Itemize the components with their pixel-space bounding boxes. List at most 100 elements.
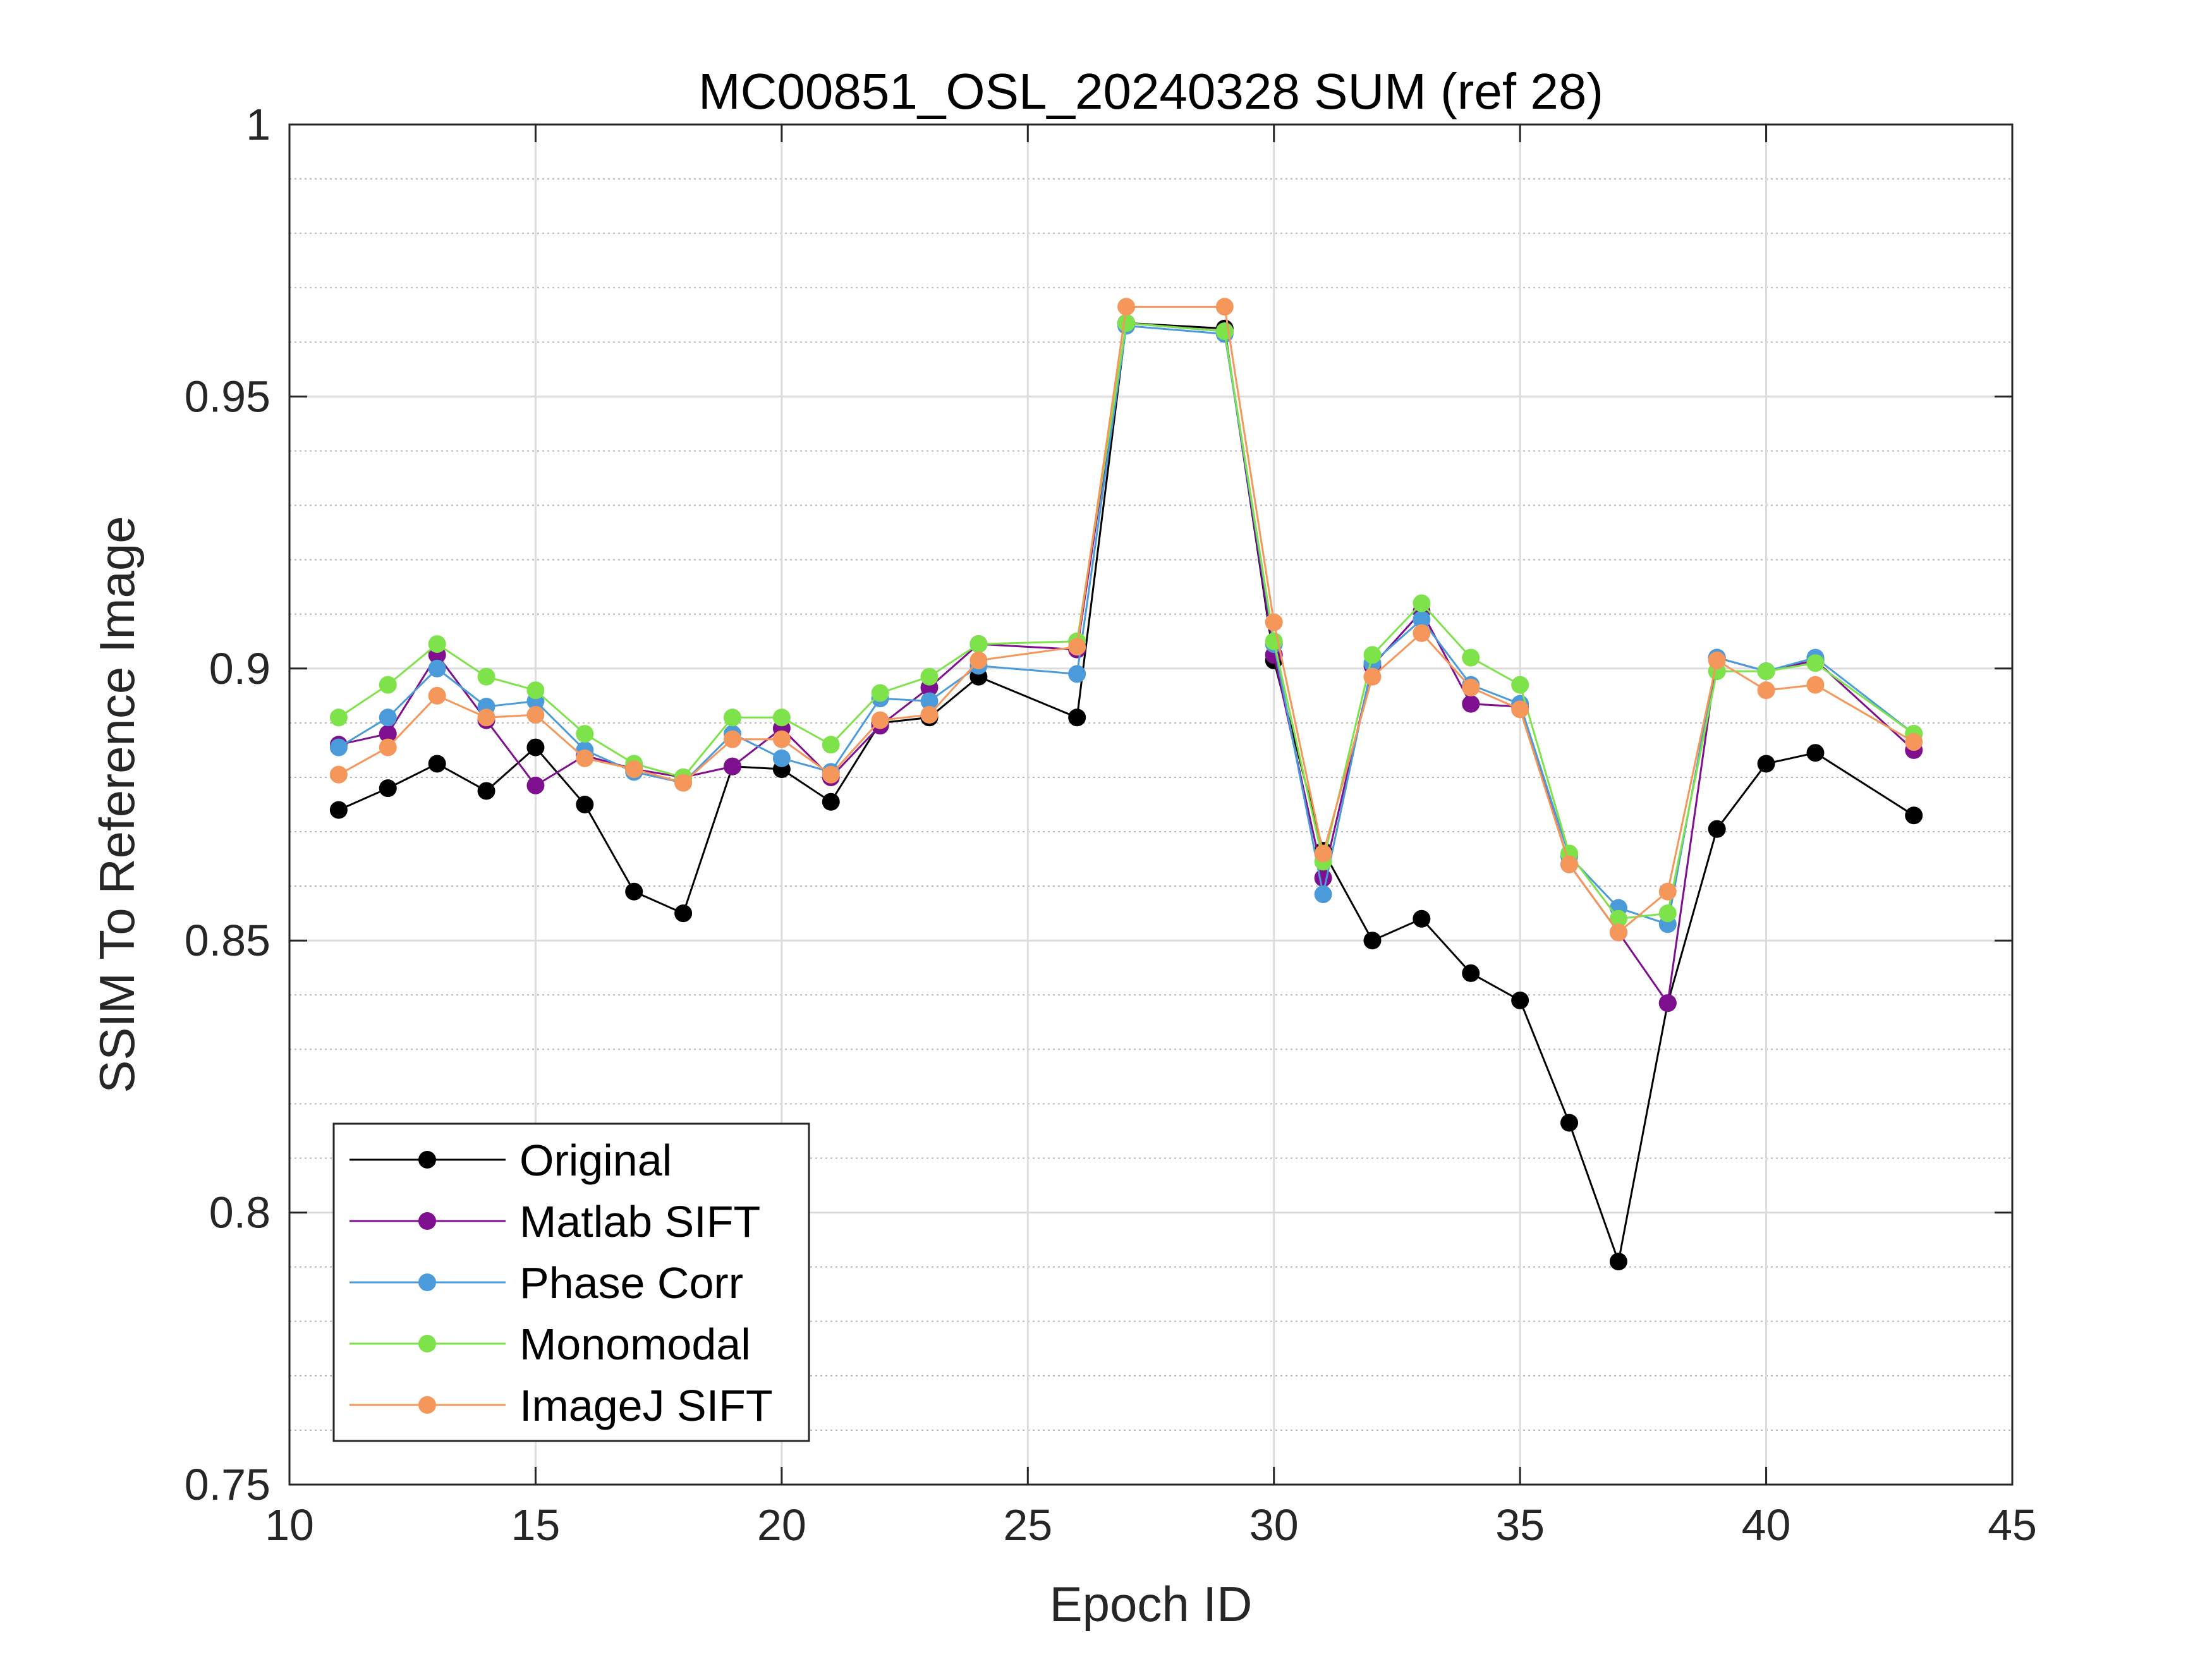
y-tick-label: 0.95 <box>185 372 270 421</box>
data-point <box>1314 885 1332 904</box>
legend-item: Monomodal <box>349 1320 751 1369</box>
data-point <box>1068 638 1086 656</box>
data-point <box>674 904 693 923</box>
legend-label: ImageJ SIFT <box>520 1381 773 1430</box>
tick-labels: 10 15 20 25 30 35 40 45 0.75 0.8 0.85 0.9 0.95 1 <box>185 100 2037 1550</box>
data-point <box>1068 708 1086 727</box>
data-point <box>526 738 545 757</box>
legend-swatch-marker <box>418 1151 436 1169</box>
data-point <box>920 705 939 724</box>
x-tick-label: 45 <box>1988 1500 2037 1550</box>
data-point <box>477 782 495 800</box>
y-tick-label: 0.75 <box>185 1460 270 1509</box>
data-point <box>379 738 397 757</box>
data-point <box>1806 676 1825 694</box>
data-point <box>1462 695 1480 713</box>
legend-swatch-marker <box>418 1212 436 1230</box>
data-point <box>1265 613 1283 631</box>
data-point <box>723 730 741 748</box>
data-point <box>477 667 495 686</box>
series-layer <box>329 298 1923 1271</box>
data-point <box>1068 665 1086 683</box>
x-tick-label: 30 <box>1249 1500 1299 1550</box>
data-point <box>1511 991 1529 1009</box>
data-point <box>1462 648 1480 667</box>
data-point <box>1314 869 1332 887</box>
data-point <box>329 801 348 819</box>
data-point <box>379 725 397 743</box>
data-point <box>1117 314 1136 332</box>
data-point <box>1609 1253 1627 1271</box>
x-tick-label: 10 <box>265 1500 314 1550</box>
data-point <box>1658 882 1677 901</box>
data-point <box>723 708 741 727</box>
x-tick-label: 15 <box>511 1500 560 1550</box>
data-point <box>526 705 545 724</box>
data-point <box>969 651 988 669</box>
data-point <box>1413 624 1431 642</box>
legend-label: Original <box>520 1136 672 1185</box>
x-axis-title: Epoch ID <box>1050 1576 1253 1632</box>
data-point <box>723 757 741 775</box>
x-tick-label: 20 <box>757 1500 806 1550</box>
data-point <box>1363 932 1382 950</box>
data-point <box>822 736 840 754</box>
data-point <box>1413 611 1431 629</box>
data-point <box>1757 755 1775 773</box>
data-point <box>871 684 889 702</box>
data-point <box>379 708 397 727</box>
data-point <box>1806 654 1825 672</box>
series-line <box>338 322 1915 1265</box>
data-point <box>920 692 939 710</box>
data-point <box>1905 733 1923 751</box>
data-point <box>576 796 594 813</box>
y-tick-label: 1 <box>246 100 270 149</box>
data-point <box>526 776 545 794</box>
data-point <box>1413 909 1431 928</box>
data-point <box>1560 855 1579 873</box>
legend-item: Original <box>349 1136 672 1185</box>
legend-item: Matlab SIFT <box>349 1197 760 1246</box>
data-point <box>822 793 840 811</box>
data-point <box>379 779 397 798</box>
data-point <box>1757 681 1775 700</box>
chart-title: MC00851_OSL_20240328 SUM (ref 28) <box>698 63 1603 119</box>
series-line <box>338 305 1914 934</box>
data-point <box>1215 298 1234 316</box>
tick-marks <box>288 123 2014 1486</box>
data-point <box>477 708 495 727</box>
data-point <box>822 765 840 784</box>
data-point <box>1658 904 1677 923</box>
data-point <box>772 708 791 727</box>
data-point <box>625 760 643 779</box>
data-point <box>1708 820 1726 838</box>
data-point <box>428 635 446 653</box>
legend-swatch-marker <box>418 1273 436 1291</box>
data-point <box>1363 667 1382 686</box>
data-point <box>1806 744 1825 762</box>
y-tick-label: 0.9 <box>209 644 270 693</box>
data-point <box>772 749 791 767</box>
data-point <box>1905 806 1923 825</box>
data-point <box>329 708 348 727</box>
data-point <box>1117 298 1136 316</box>
data-point <box>1413 594 1431 612</box>
data-point <box>1363 646 1382 664</box>
data-point <box>871 711 889 729</box>
x-tick-label: 40 <box>1742 1500 1791 1550</box>
data-point <box>329 765 348 784</box>
legend-label: Monomodal <box>520 1320 751 1369</box>
x-tick-label: 25 <box>1003 1500 1052 1550</box>
y-axis-title: SSIM To Reference Image <box>89 516 145 1093</box>
data-point <box>1708 651 1726 669</box>
data-point <box>1511 676 1529 694</box>
data-point <box>379 676 397 694</box>
data-point <box>1757 662 1775 681</box>
data-point <box>1314 844 1332 863</box>
y-tick-label: 0.85 <box>185 916 270 965</box>
legend-label: Phase Corr <box>520 1258 743 1308</box>
data-point <box>625 882 643 901</box>
data-point <box>969 635 988 653</box>
legend-item: ImageJ SIFT <box>349 1381 773 1430</box>
